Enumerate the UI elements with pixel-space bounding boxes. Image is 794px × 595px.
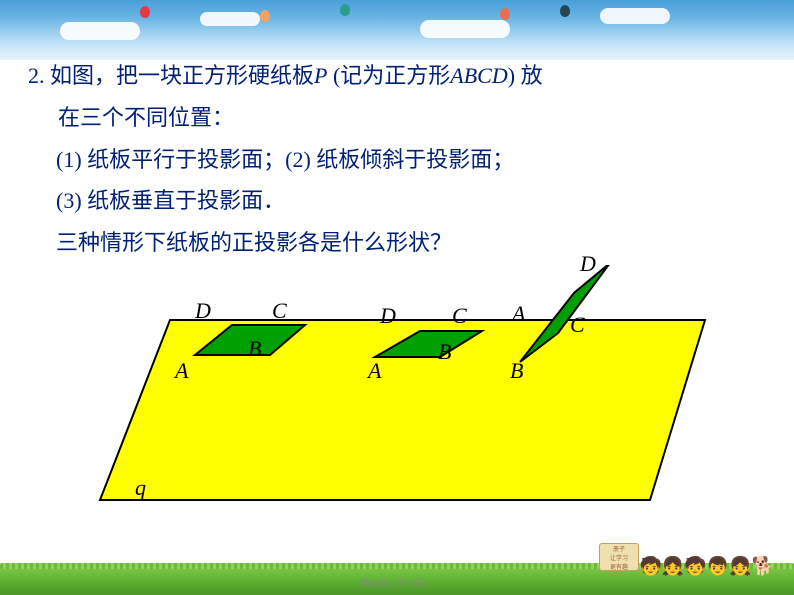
- diagram-svg: [80, 265, 720, 545]
- label-C3: C: [570, 312, 585, 338]
- label-q: q: [135, 475, 146, 501]
- geometry-diagram: D C A B D C A B A D C B q: [80, 265, 720, 545]
- cloud: [420, 20, 510, 38]
- var-P: P: [314, 63, 327, 88]
- label-B3: B: [510, 358, 523, 384]
- kids-decoration: 🧒👧🧒👦👧🐕: [640, 556, 774, 577]
- label-D1: D: [195, 298, 211, 324]
- sky-background: [0, 0, 794, 60]
- cloud: [600, 8, 670, 24]
- label-A3: A: [512, 301, 525, 327]
- q-number: 2. 如图，把一块正方形硬纸板: [28, 63, 314, 88]
- balloon: [340, 4, 350, 16]
- label-C2: C: [452, 303, 467, 329]
- label-D3: D: [580, 251, 596, 277]
- label-D2: D: [380, 303, 396, 329]
- label-A1: A: [175, 358, 188, 384]
- line-4: (3) 纸板垂直于投影面．: [28, 180, 766, 222]
- label-B2: B: [438, 339, 451, 365]
- cloud: [60, 22, 140, 40]
- balloon: [560, 5, 570, 17]
- balloon: [140, 6, 150, 18]
- line-2: 在三个不同位置：: [28, 97, 766, 139]
- page-footer: 第九页，共20页。: [0, 576, 794, 589]
- line-1: 2. 如图，把一块正方形硬纸板P (记为正方形ABCD) 放: [28, 55, 766, 97]
- label-C1: C: [272, 298, 287, 324]
- balloon: [500, 8, 510, 20]
- label-A2: A: [368, 358, 381, 384]
- line-5: 三种情形下纸板的正投影各是什么形状？: [28, 222, 766, 264]
- balloon: [260, 10, 270, 22]
- sign-decoration: 册子让学习更有趣: [599, 543, 639, 571]
- cloud: [200, 12, 260, 26]
- question-text: 2. 如图，把一块正方形硬纸板P (记为正方形ABCD) 放 在三个不同位置： …: [28, 55, 766, 264]
- var-ABCD: ABCD: [450, 63, 507, 88]
- line-3: (1) 纸板平行于投影面；(2) 纸板倾斜于投影面；: [28, 139, 766, 181]
- label-B1: B: [248, 336, 261, 362]
